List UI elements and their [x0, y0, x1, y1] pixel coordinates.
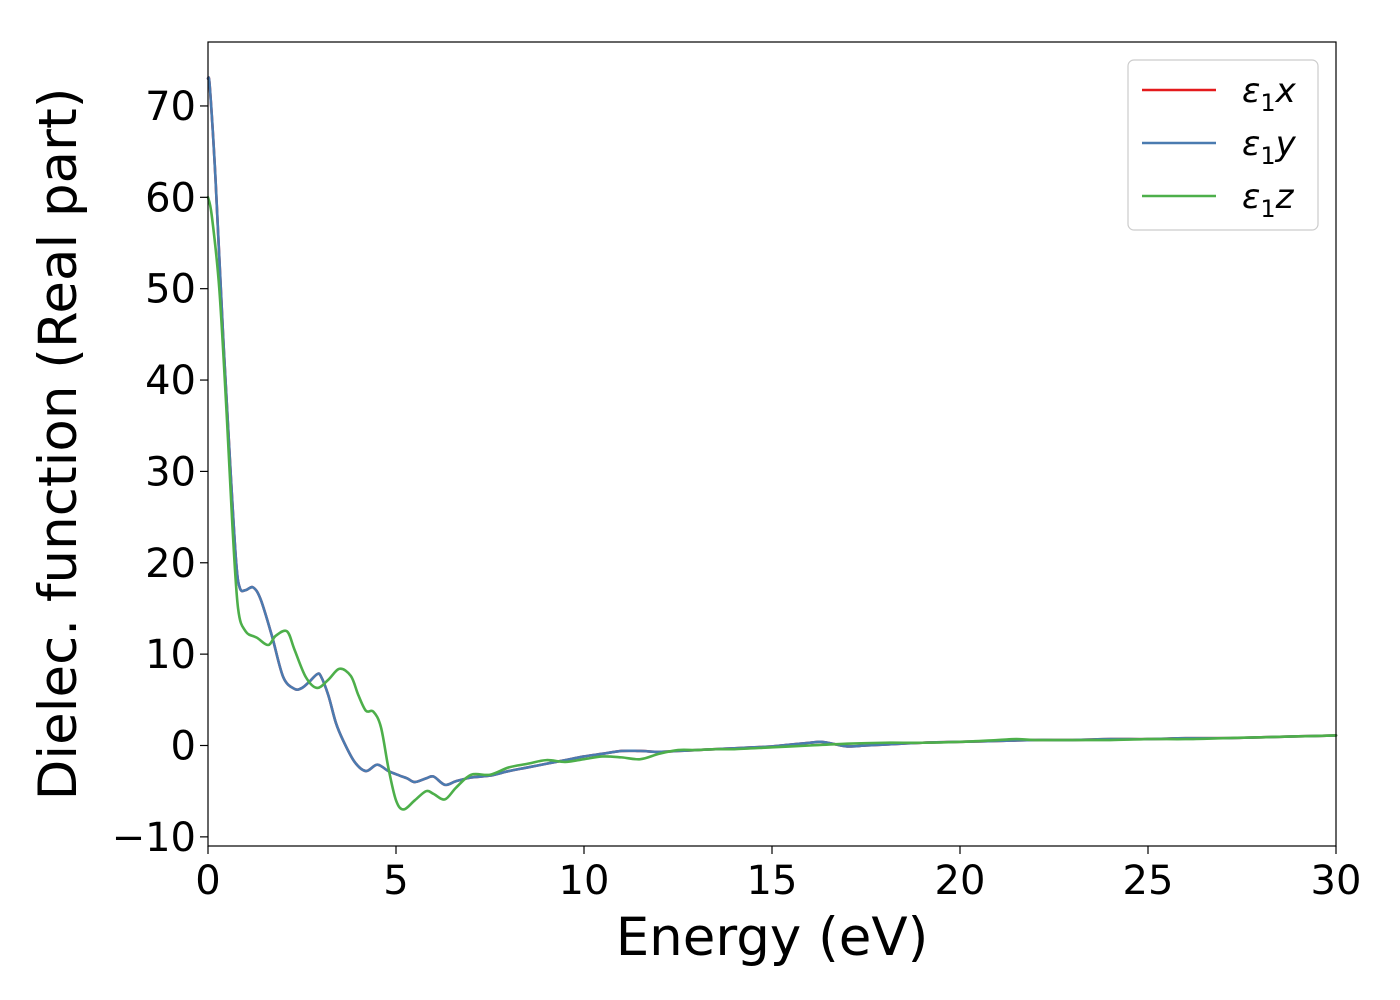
legend-entries: ε1x ε1y ε1z	[1142, 71, 1297, 223]
legend-label-z: ε1z	[1242, 177, 1295, 223]
x-tick-label: 5	[383, 858, 408, 904]
y-tick-label: 0	[171, 724, 196, 770]
x-axis-title: Energy (eV)	[616, 907, 929, 968]
y-axis-title: Dielec. function (Real part)	[28, 88, 89, 801]
y-tick-label: 10	[145, 632, 196, 678]
y-tick-label: 20	[145, 541, 196, 587]
series-layer	[206, 76, 1338, 811]
y-tick-label: 60	[145, 175, 196, 221]
y-tick-label: 40	[145, 358, 196, 404]
series-line-z	[206, 196, 1338, 811]
y-tick-label: −10	[112, 815, 196, 861]
x-tick-label: 30	[1311, 858, 1362, 904]
legend: ε1x ε1y ε1z	[1127, 59, 1319, 231]
y-tick-label: 70	[145, 84, 196, 130]
x-tick-label: 25	[1123, 858, 1174, 904]
x-tick-label: 15	[747, 858, 798, 904]
x-tick-label: 10	[559, 858, 610, 904]
legend-box	[1127, 59, 1319, 231]
legend-label-y: ε1y	[1242, 124, 1297, 170]
legend-label-x: ε1x	[1242, 71, 1297, 117]
y-tick-label: 30	[145, 449, 196, 495]
x-tick-label: 0	[195, 858, 220, 904]
x-tick-label: 20	[935, 858, 986, 904]
y-tick-label: 50	[145, 267, 196, 313]
